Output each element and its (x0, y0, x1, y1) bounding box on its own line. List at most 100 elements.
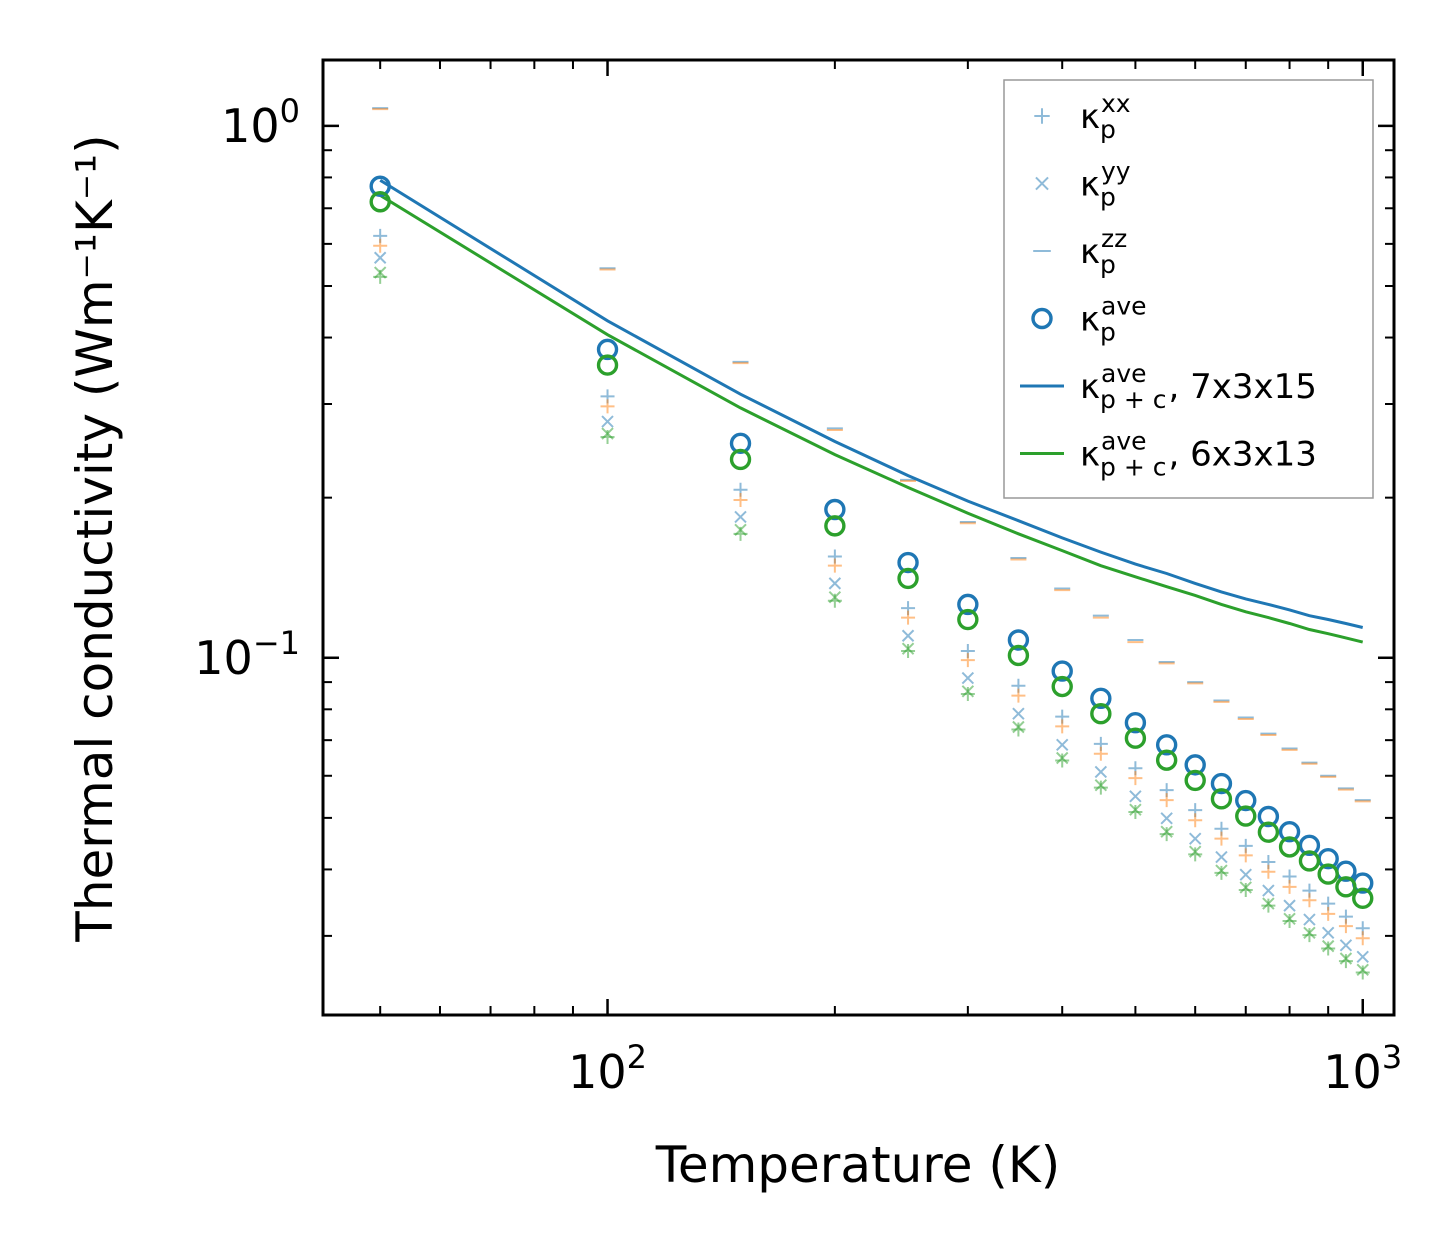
legend-label-5: κp + c (1080, 435, 1167, 482)
data-point-s4-13 (1239, 881, 1252, 894)
data-point-s8-17 (1317, 863, 1339, 885)
data-point-s8-19 (1352, 887, 1374, 910)
data-point-s4-19 (1356, 963, 1369, 977)
data-point-s3-15 (1282, 879, 1297, 894)
data-point-s8-16 (1298, 850, 1321, 872)
data-point-s1-13 (1239, 868, 1252, 881)
data-point-s5-8 (1093, 780, 1108, 795)
data-point-s3-1 (600, 399, 615, 414)
data-point-s7-5 (957, 593, 979, 616)
data-point-s8-12 (1210, 788, 1233, 810)
data-point-s1-10 (1160, 812, 1173, 825)
data-point-s1-17 (1321, 926, 1335, 940)
data-point-s3-7 (1055, 719, 1070, 734)
data-point-s7-0 (369, 175, 391, 197)
data-point-s1-18 (1339, 939, 1353, 952)
data-point-s5-6 (1011, 722, 1026, 737)
data-point-s3-17 (1321, 906, 1336, 921)
data-point-s4-7 (1056, 751, 1069, 765)
plot-frame (321, 58, 1396, 1017)
data-point-s7-16 (1298, 834, 1321, 857)
legend-sup-0: xx (1101, 89, 1131, 118)
data-point-s7-2 (729, 432, 752, 455)
data-point-s5-5 (960, 686, 975, 701)
data-point-s3-14 (1261, 864, 1276, 879)
data-point-s1-9 (1129, 790, 1142, 803)
legend-marker-1 (1035, 176, 1049, 191)
data-point-s5-15 (1282, 913, 1297, 928)
data-point-s1-19 (1356, 950, 1369, 964)
data-point-s4-6 (1012, 720, 1025, 734)
data-point-s4-4 (901, 642, 915, 655)
data-point-s4-5 (961, 685, 975, 698)
data-point-s3-16 (1302, 893, 1317, 908)
legend-sup-1: yy (1101, 157, 1131, 186)
data-point-s5-19 (1355, 965, 1370, 980)
y-tick-label-1: 100 (221, 92, 300, 153)
data-point-s7-15 (1278, 820, 1301, 843)
y-axis-label: Thermal conductivity (Wm⁻¹K⁻¹) (66, 134, 124, 942)
data-point-s3-8 (1093, 746, 1108, 761)
data-point-s5-4 (901, 643, 916, 658)
data-point-s7-4 (897, 551, 919, 574)
data-point-s3-10 (1159, 793, 1174, 808)
data-point-s1-5 (961, 671, 975, 685)
data-point-s7-8 (1090, 687, 1112, 710)
data-point-s1-1 (601, 415, 614, 428)
legend-sup-4: ave (1101, 359, 1147, 388)
data-point-s3-0 (373, 238, 388, 253)
legend-label-3: κp (1080, 300, 1116, 347)
x-axis-label: Temperature (K) (655, 1136, 1060, 1194)
data-point-s8-18 (1335, 876, 1357, 898)
data-point-s5-18 (1338, 954, 1353, 969)
data-point-s3-12 (1214, 831, 1229, 846)
series-line-10 (379, 194, 1364, 644)
data-point-s7-12 (1210, 772, 1233, 795)
data-point-s4-10 (1160, 825, 1173, 838)
data-point-s7-6 (1007, 629, 1030, 651)
data-point-s8-0 (369, 191, 391, 213)
data-point-s4-3 (828, 590, 842, 604)
data-point-s3-5 (960, 653, 975, 668)
data-point-s3-19 (1355, 931, 1370, 946)
legend-marker-3 (1031, 307, 1053, 330)
x-tick-label-1: 103 (1323, 1038, 1402, 1099)
data-point-s5-11 (1188, 847, 1203, 862)
data-point-s1-0 (373, 251, 387, 264)
data-point-s4-17 (1321, 939, 1335, 953)
y-tick-label-0: 10−1 (194, 624, 300, 685)
data-point-s3-11 (1188, 813, 1203, 828)
data-point-s8-1 (596, 354, 619, 376)
data-point-s5-13 (1238, 882, 1253, 897)
data-point-s8-15 (1278, 836, 1301, 858)
data-point-s1-16 (1303, 913, 1316, 926)
data-point-s7-14 (1257, 805, 1280, 828)
data-point-s1-11 (1188, 832, 1202, 845)
legend-label-2: κp (1080, 232, 1116, 279)
data-point-s8-7 (1051, 675, 1073, 698)
data-point-s5-17 (1321, 941, 1336, 956)
data-point-s5-9 (1128, 804, 1143, 819)
data-point-s4-1 (601, 427, 614, 440)
data-point-s3-2 (733, 492, 748, 507)
data-point-s8-2 (729, 448, 752, 471)
data-point-s8-8 (1090, 702, 1112, 725)
data-point-s8-10 (1155, 749, 1178, 771)
data-point-s7-1 (596, 338, 619, 361)
data-point-s4-0 (373, 266, 387, 279)
data-point-s8-3 (824, 515, 846, 537)
legend-sup-5: ave (1101, 427, 1147, 456)
data-point-s5-12 (1214, 865, 1229, 880)
data-point-s7-10 (1155, 734, 1178, 756)
axes: 102 103 10−1 100 (194, 58, 1402, 1099)
data-point-s1-6 (1012, 707, 1025, 720)
data-point-s7-7 (1051, 660, 1073, 682)
legend-marker-0 (1034, 108, 1050, 124)
legend-label-4: κp + c (1080, 367, 1167, 414)
data-point-s3-6 (1011, 688, 1026, 703)
legend-label-1: κp (1080, 165, 1116, 212)
data-point-s1-8 (1094, 765, 1108, 779)
data-point-s8-5 (957, 608, 979, 631)
